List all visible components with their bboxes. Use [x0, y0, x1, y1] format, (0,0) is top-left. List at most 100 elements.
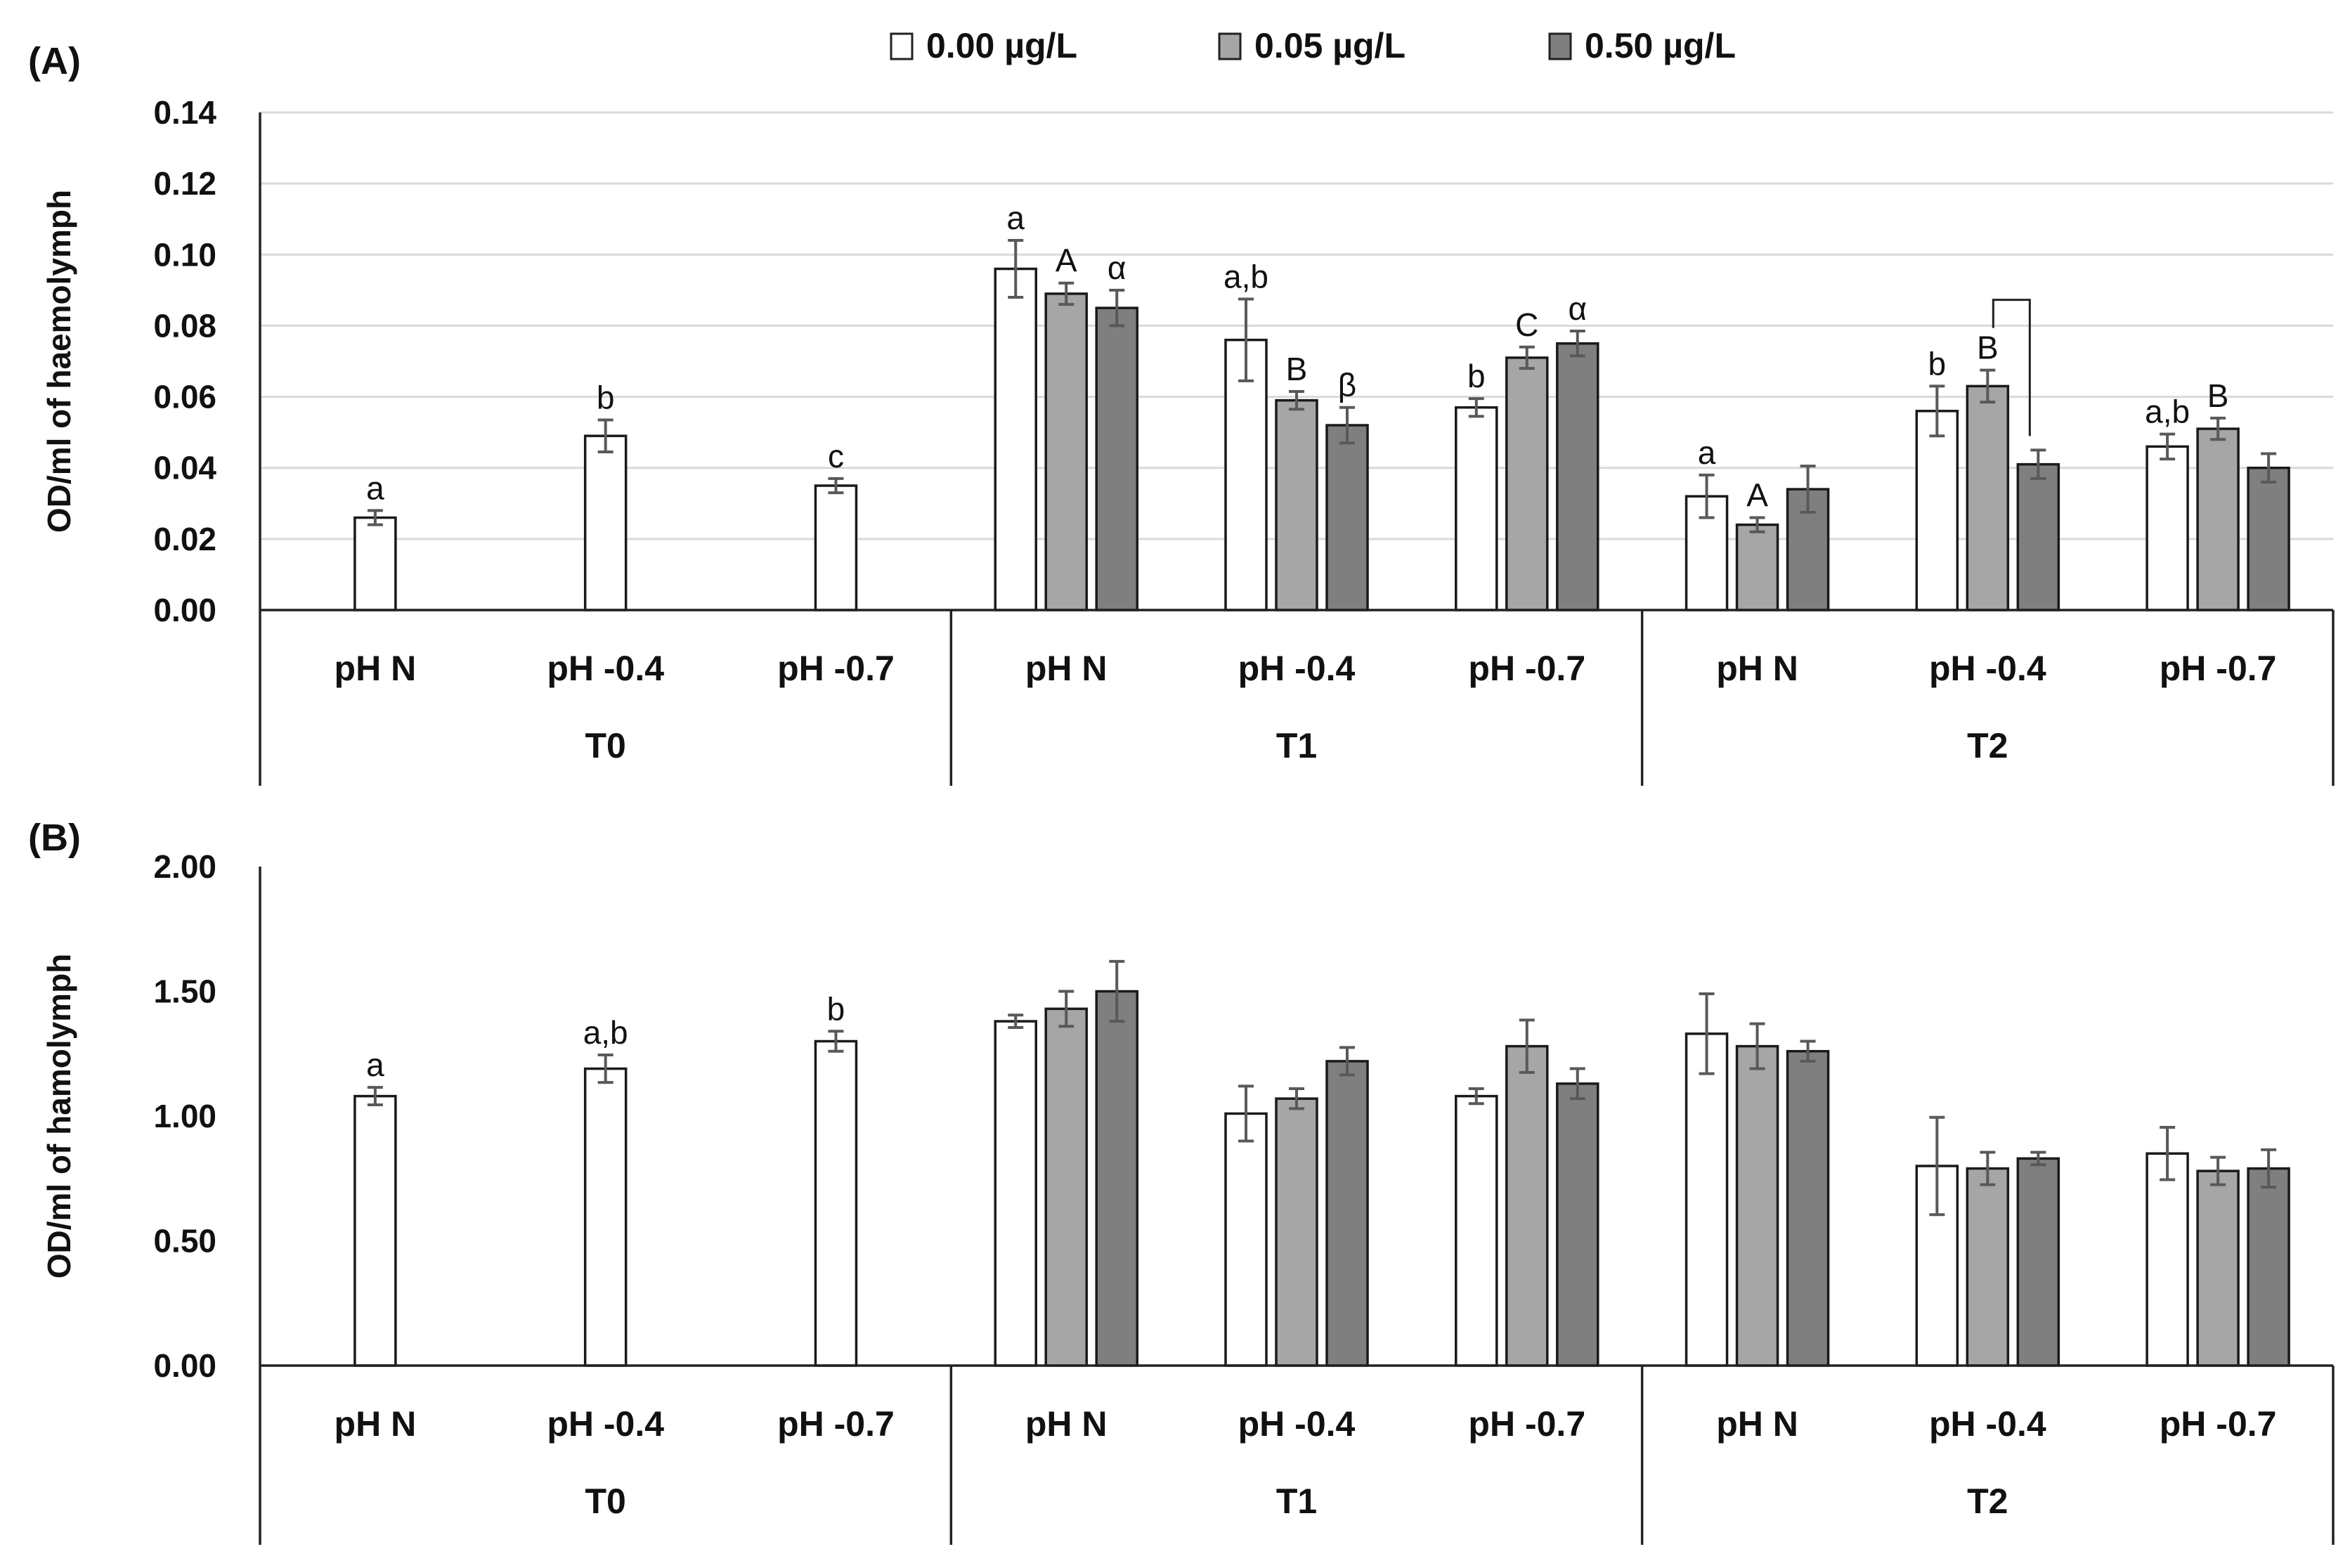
bar [1505, 1044, 1549, 1367]
bar [1455, 1094, 1498, 1367]
category-label: pH N [1025, 1404, 1108, 1444]
group-label: T2 [1967, 726, 2008, 765]
category-label: pH -0.7 [1468, 1404, 1585, 1444]
legend-swatch-1 [1218, 32, 1242, 60]
y-tick-label: 0.04 [153, 450, 216, 486]
bar [1966, 384, 2010, 611]
bar [1275, 399, 1318, 611]
category-label: pH -0.7 [1468, 649, 1585, 688]
bar [1556, 1082, 1599, 1367]
bar [1095, 306, 1138, 611]
significance-letter: a [1698, 434, 1716, 471]
panel-label: (B) [28, 817, 81, 859]
category-label: pH -0.4 [1929, 649, 2046, 688]
bar [2016, 1157, 2060, 1367]
significance-letter: A [1746, 477, 1768, 514]
legend-swatch-2 [1548, 32, 1572, 60]
panel-label: (A) [28, 40, 81, 82]
bar [353, 516, 397, 611]
bar [2016, 462, 2060, 611]
bar [1786, 1049, 1830, 1367]
legend: 0.00 µg/L 0.05 µg/L 0.50 µg/L [890, 26, 1736, 65]
significance-letter: C [1515, 306, 1538, 343]
bar [1735, 1044, 1779, 1367]
significance-letter: a,b [1223, 259, 1268, 295]
significance-letter: b [827, 990, 845, 1027]
y-tick-label: 0.06 [153, 379, 216, 415]
legend-label-2: 0.50 µg/L [1585, 26, 1736, 65]
bar [1325, 424, 1369, 611]
significance-letter: B [2207, 377, 2229, 414]
panel-b: (B) OD/ml of hamolymph 0.00 0.50 1.00 1.50 2.0… [28, 817, 2335, 1545]
bar [1095, 990, 1138, 1367]
bar [583, 1067, 628, 1367]
category-label: pH N [1025, 649, 1108, 688]
y-tick-label: 0.00 [153, 592, 216, 628]
significance-letter: c [828, 438, 844, 474]
comparison-bracket [1992, 299, 2031, 436]
significance-letter: b [1467, 358, 1486, 394]
group-label: T1 [1276, 726, 1317, 765]
significance-letter: B [1977, 330, 1999, 366]
bar [2196, 1169, 2240, 1367]
group-label: T0 [585, 1482, 625, 1521]
panel-a: (A) OD/ml of haemolymph 0.00 0.02 0.04 0.06 0.… [28, 40, 2335, 786]
legend-label-0: 0.00 µg/L [926, 26, 1077, 65]
y-tick-label: 0.02 [153, 521, 216, 557]
category-label: pH -0.7 [2160, 649, 2277, 688]
category-label: pH N [335, 649, 417, 688]
y-tick-label: 0.08 [153, 307, 216, 344]
bar [994, 267, 1037, 611]
bar [353, 1094, 397, 1367]
category-label: pH -0.7 [777, 1404, 895, 1444]
bar [1224, 1112, 1268, 1367]
significance-letter: A [1056, 242, 1077, 279]
bar [1044, 292, 1088, 611]
category-label: pH N [1716, 1404, 1798, 1444]
category-label: pH -0.4 [547, 1404, 664, 1444]
bar [1915, 410, 1959, 611]
significance-letter: a [366, 1047, 384, 1083]
bar [1325, 1060, 1369, 1367]
bar [1044, 1007, 1088, 1367]
significance-letter: a,b [583, 1014, 628, 1051]
bar [1455, 406, 1498, 611]
bar [1505, 356, 1549, 611]
significance-letter: B [1286, 351, 1308, 387]
y-tick-label: 0.14 [153, 94, 216, 131]
legend-label-1: 0.05 µg/L [1254, 26, 1406, 65]
bar [2247, 466, 2290, 611]
category-label: pH N [1716, 649, 1798, 688]
bar [1556, 342, 1599, 611]
legend-swatch-0 [890, 32, 914, 60]
y-tick-label: 1.50 [153, 973, 216, 1010]
group-label: T1 [1276, 1482, 1317, 1521]
bar [1735, 523, 1779, 611]
bar [583, 434, 628, 611]
category-label: pH -0.4 [1238, 1404, 1356, 1444]
significance-letter: α [1568, 290, 1587, 327]
group-label: T0 [585, 726, 625, 765]
bar [2145, 445, 2189, 611]
category-label: pH -0.7 [2160, 1404, 2277, 1444]
significance-letter: b [597, 379, 615, 415]
y-tick-label: 0.12 [153, 165, 216, 202]
bar [2247, 1167, 2290, 1367]
y-tick-label: 2.00 [153, 848, 216, 885]
bar [1275, 1097, 1318, 1367]
bar [2196, 427, 2240, 611]
bar [814, 484, 858, 611]
significance-letter: a,b [2145, 394, 2190, 430]
y-tick-label: 0.00 [153, 1347, 216, 1384]
significance-letter: β [1338, 367, 1356, 403]
y-tick-label: 1.00 [153, 1098, 216, 1134]
category-label: pH -0.7 [777, 649, 895, 688]
bar [1966, 1167, 2010, 1367]
group-label: T2 [1967, 1482, 2008, 1521]
bar [1684, 1032, 1729, 1367]
bar [994, 1020, 1037, 1367]
significance-letter: α [1108, 250, 1127, 286]
bar [814, 1039, 858, 1367]
category-label: pH -0.4 [1238, 649, 1356, 688]
